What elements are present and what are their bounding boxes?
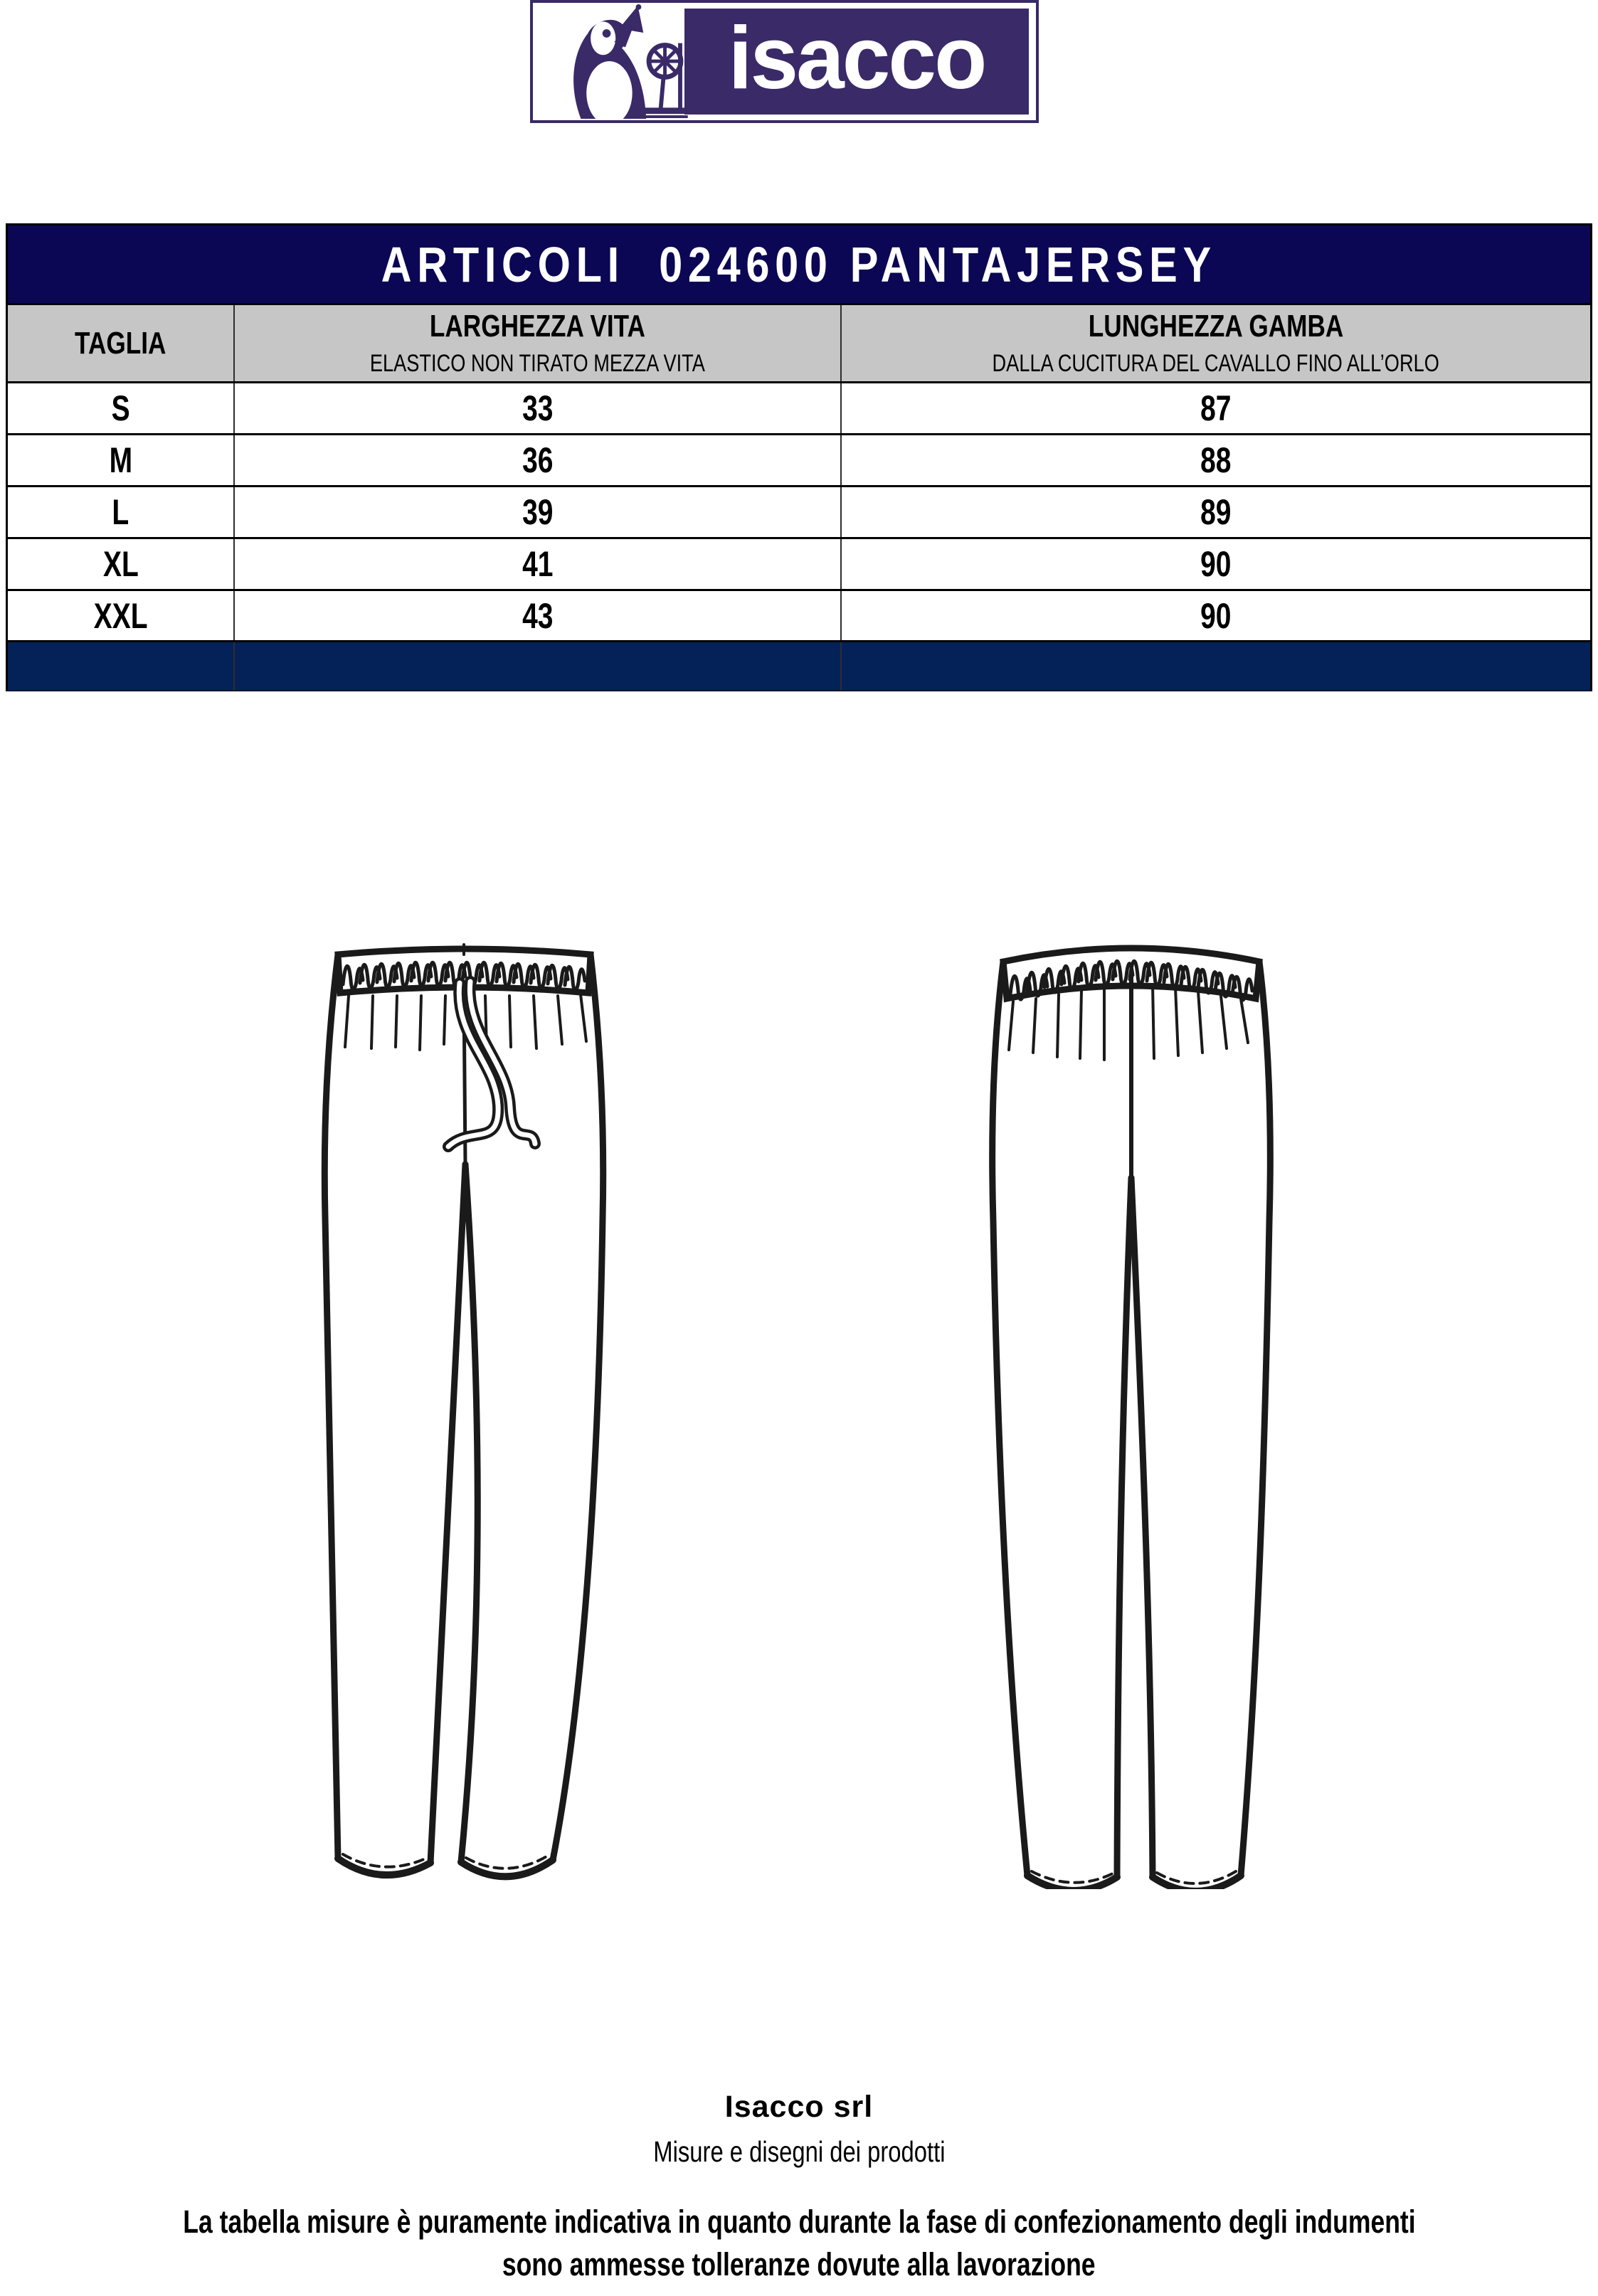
table-row-xl: XL 41 90 — [8, 537, 1590, 589]
size-table: ARTICOLI 024600 PANTAJERSEY TAGLIA LARGH… — [6, 223, 1592, 691]
column-header-taglia: TAGLIA — [75, 325, 166, 361]
cell-waist: 39 — [233, 487, 842, 537]
footer-disclaimer-line2: sono ammesse tolleranze dovute alla lavo… — [502, 2246, 1096, 2282]
front-left-hem — [334, 1855, 434, 1879]
cell-waist: 36 — [233, 435, 842, 485]
table-row-s: S 33 87 — [8, 381, 1590, 433]
table-footer-bar — [8, 640, 1590, 691]
column-header-larghezza-vita: LARGHEZZA VITA ELASTICO NON TIRATO MEZZA… — [233, 305, 842, 381]
cell-leg: 88 — [1200, 440, 1232, 480]
cell-size: XL — [102, 544, 139, 584]
cell-size: S — [111, 388, 130, 428]
cell-size: M — [109, 440, 132, 480]
isacco-logo: isacco — [530, 0, 1039, 123]
footer-subtitle: Misure e disegni dei prodotti — [652, 2135, 946, 2168]
brand-wordmark: isacco — [684, 9, 1029, 115]
cell-waist: 41 — [233, 539, 842, 589]
footer-disclaimer-line1: La tabella misure è puramente indicativa… — [182, 2204, 1416, 2240]
front-gathering-lines — [344, 993, 588, 1051]
brand-text: isacco — [728, 9, 988, 107]
table-title-bar: ARTICOLI 024600 PANTAJERSEY — [8, 225, 1590, 303]
cell-size: L — [112, 492, 129, 532]
cell-leg: 90 — [1200, 544, 1232, 584]
table-title: ARTICOLI 024600 PANTAJERSEY — [381, 236, 1217, 292]
pants-front-drawing — [321, 943, 607, 1881]
back-gathering-lines — [1007, 983, 1249, 1061]
table-row-xxl: XXL 43 90 — [8, 589, 1590, 640]
cell-leg: 90 — [1200, 595, 1232, 636]
column-header-lunghezza-gamba: LUNGHEZZA GAMBA DALLA CUCITURA DEL CAVAL… — [992, 309, 1440, 377]
back-right-hem — [1149, 1872, 1244, 1889]
cell-waist: 43 — [233, 591, 842, 640]
footer-company: Isacco srl — [724, 2090, 874, 2124]
cell-size: XXL — [93, 595, 148, 636]
cell-leg: 87 — [1200, 388, 1232, 428]
pants-back-drawing — [989, 945, 1274, 1889]
front-drawstring — [443, 976, 541, 1152]
cell-waist: 33 — [233, 383, 842, 433]
table-row-m: M 36 88 — [8, 433, 1590, 485]
cell-leg: 89 — [1200, 492, 1232, 532]
back-left-hem — [1024, 1872, 1121, 1889]
front-right-hem — [457, 1856, 556, 1881]
penguin-cocktail-icon — [573, 4, 699, 119]
table-row-l: L 39 89 — [8, 485, 1590, 537]
table-header-row: TAGLIA LARGHEZZA VITA ELASTICO NON TIRAT… — [8, 303, 1590, 381]
